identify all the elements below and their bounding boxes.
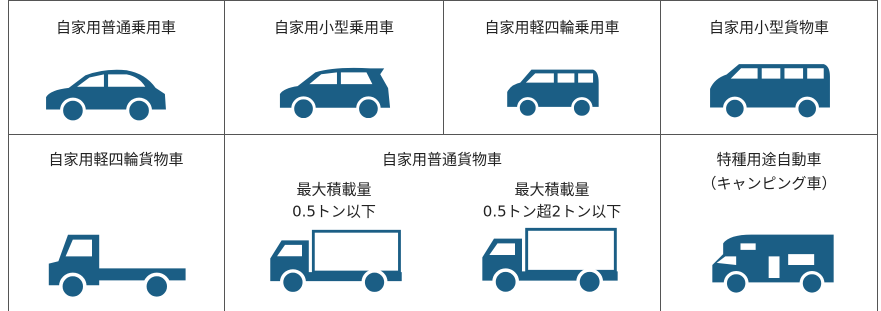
- camper-icon: [712, 235, 833, 295]
- cell-label: （キャンピング車）: [701, 175, 836, 193]
- sedan-icon: [46, 70, 166, 122]
- cell-label: 自家用軽四輪貨物車: [48, 151, 183, 169]
- truck-icon: [482, 229, 617, 293]
- page: 自家用普通乗用車 自家用小型乗用車 自家用軽四輪乗用車 自家用小型貨物車 自家用…: [0, 0, 881, 311]
- sub-label: 最大積載量: [296, 181, 371, 199]
- vehicle-table: 自家用普通乗用車 自家用小型乗用車 自家用軽四輪乗用車 自家用小型貨物車 自家用…: [0, 0, 881, 311]
- cell-label: 自家用小型乗用車: [274, 19, 394, 37]
- cell-label: 自家用小型貨物車: [709, 19, 829, 37]
- sub-label: 0.5トン超2トン以下: [483, 203, 621, 221]
- van-icon: [710, 64, 830, 119]
- cell-label: 自家用軽四輪乗用車: [484, 19, 619, 37]
- kei-icon: [507, 70, 598, 118]
- sub-label: 0.5トン以下: [292, 203, 376, 221]
- kei-truck-icon: [49, 235, 186, 299]
- cell-label: 自家用普通乗用車: [56, 19, 176, 37]
- truck-icon: [270, 231, 401, 293]
- sub-label: 最大積載量: [514, 181, 589, 199]
- compact-icon: [280, 68, 390, 120]
- cell-label: 特種用途自動車: [716, 151, 821, 169]
- cell-label: 自家用普通貨物車: [382, 151, 502, 169]
